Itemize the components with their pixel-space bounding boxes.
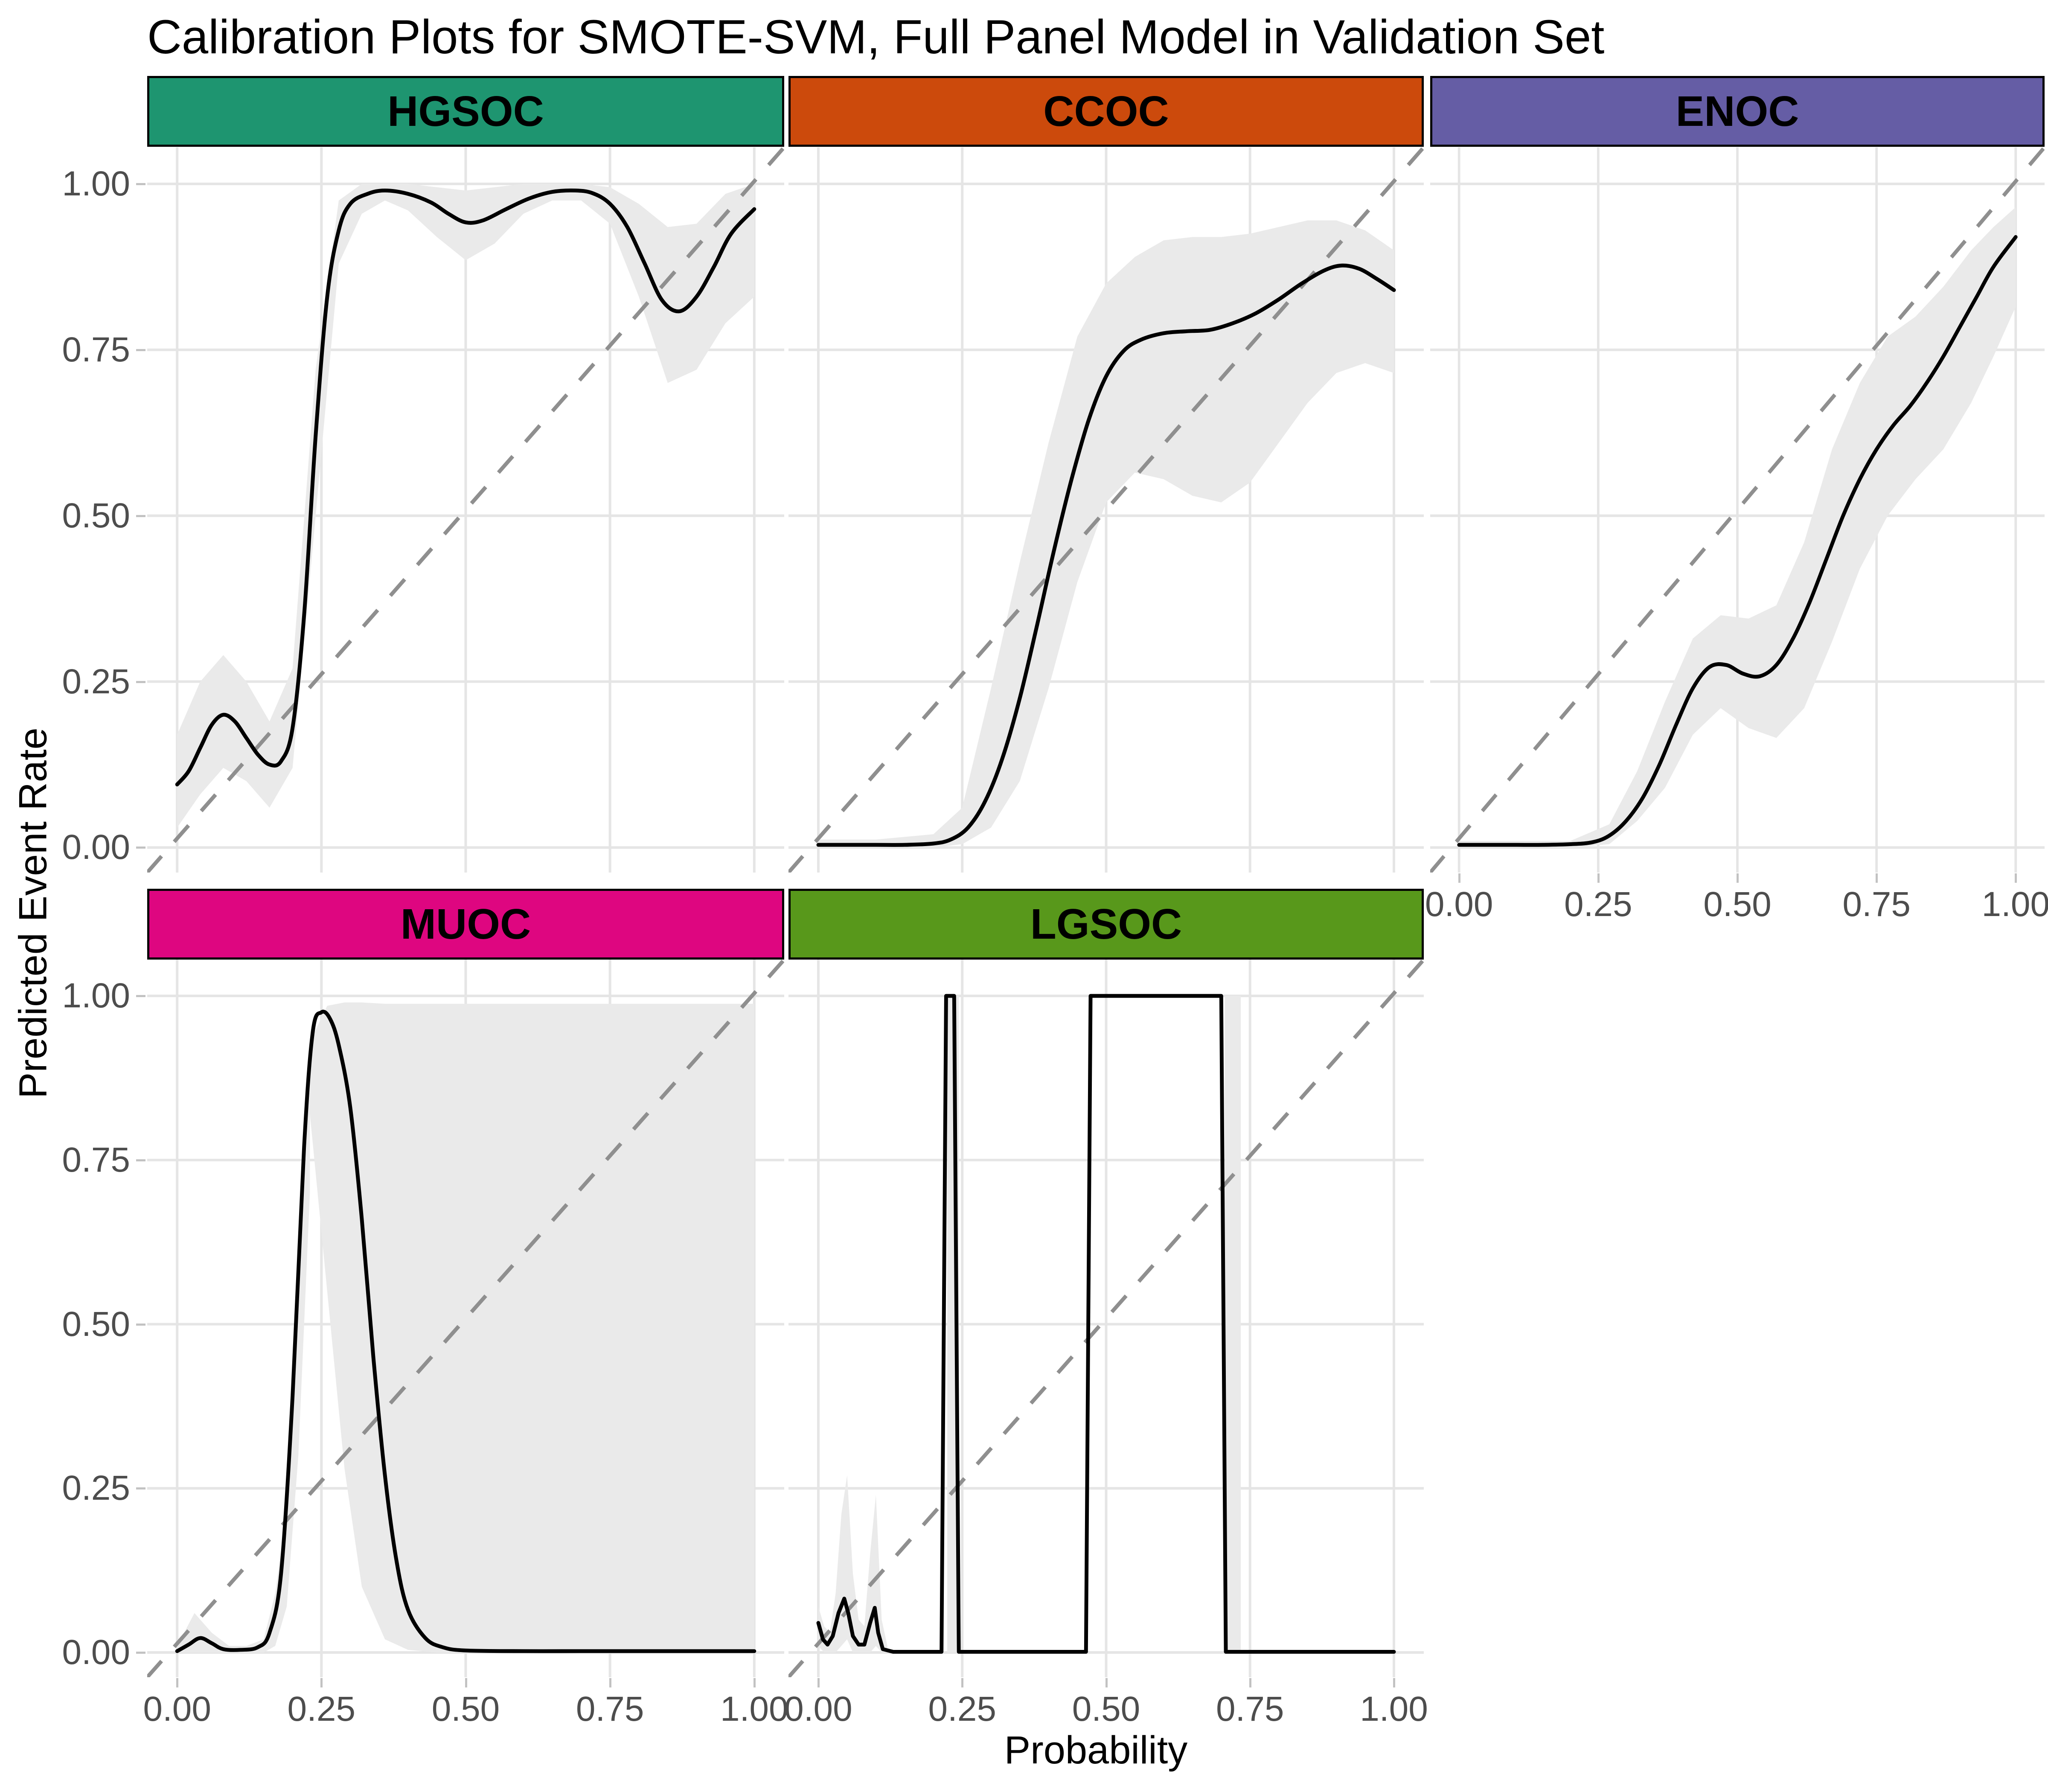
x-axis-title: Probability: [1004, 1728, 1188, 1772]
y-tick-mark: [136, 995, 145, 998]
x-tick-mark: [1876, 873, 1878, 883]
x-tick-label: 0.25: [1564, 885, 1632, 924]
x-tick-label: 0.75: [1842, 885, 1911, 924]
x-tick-label: 0.00: [784, 1690, 852, 1728]
y-tick-mark: [136, 183, 145, 186]
plot-title: Calibration Plots for SMOTE-SVM, Full Pa…: [147, 10, 1605, 64]
x-tick-label: 1.00: [720, 1690, 788, 1728]
panel-muoc-svg: [147, 960, 784, 1677]
x-tick-mark: [1737, 873, 1739, 883]
x-tick-mark: [465, 1678, 467, 1687]
y-tick-label: 0.25: [62, 662, 130, 701]
panel-hgsoc-svg: [147, 147, 784, 873]
y-tick-mark: [136, 1323, 145, 1326]
y-tick-label: 0.25: [62, 1469, 130, 1508]
x-tick-mark: [961, 1678, 964, 1687]
x-tick-label: 1.00: [1981, 885, 2048, 924]
y-tick-mark: [136, 847, 145, 849]
x-tick-mark: [1597, 873, 1600, 883]
panel-enoc: [1430, 147, 2045, 873]
x-tick-label: 0.50: [1703, 885, 1772, 924]
x-tick-label: 0.25: [928, 1690, 997, 1728]
x-tick-label: 0.50: [431, 1690, 500, 1728]
y-tick-label: 1.00: [62, 164, 130, 204]
panel-enoc-svg: [1430, 147, 2045, 873]
y-tick-mark: [136, 681, 145, 683]
x-tick-mark: [1105, 1678, 1108, 1687]
strip-lgsoc: LGSOC: [788, 889, 1424, 960]
y-axis-title: Predicted Event Rate: [11, 727, 55, 1099]
x-tick-mark: [2015, 873, 2017, 883]
x-tick-label: 0.50: [1072, 1690, 1140, 1728]
x-tick-mark: [817, 1678, 820, 1687]
x-tick-mark: [1249, 1678, 1251, 1687]
y-tick-label: 0.50: [62, 496, 130, 535]
panel-lgsoc-svg: [788, 960, 1424, 1677]
strip-hgsoc: HGSOC: [147, 76, 784, 147]
strip-enoc: ENOC: [1430, 76, 2045, 147]
x-tick-label: 0.25: [287, 1690, 356, 1728]
panel-ccoc-svg: [788, 147, 1424, 873]
y-tick-mark: [136, 1159, 145, 1161]
x-tick-mark: [176, 1678, 179, 1687]
y-tick-mark: [136, 349, 145, 351]
x-tick-mark: [320, 1678, 323, 1687]
y-tick-label: 0.00: [62, 1632, 130, 1672]
y-tick-label: 1.00: [62, 976, 130, 1015]
panel-ccoc: [788, 147, 1424, 873]
y-tick-mark: [136, 1651, 145, 1654]
y-tick-label: 0.50: [62, 1304, 130, 1344]
y-tick-mark: [136, 515, 145, 517]
x-tick-label: 0.00: [143, 1690, 211, 1728]
x-tick-label: 0.75: [576, 1690, 644, 1728]
strip-muoc: MUOC: [147, 889, 784, 960]
y-tick-label: 0.00: [62, 828, 130, 867]
x-tick-mark: [1393, 1678, 1396, 1687]
x-tick-label: 1.00: [1360, 1690, 1428, 1728]
y-tick-label: 0.75: [62, 330, 130, 369]
y-tick-mark: [136, 1487, 145, 1490]
panel-muoc: [147, 960, 784, 1677]
x-tick-label: 0.00: [1425, 885, 1493, 924]
panel-hgsoc: [147, 147, 784, 873]
strip-ccoc: CCOC: [788, 76, 1424, 147]
x-tick-mark: [753, 1678, 756, 1687]
x-tick-mark: [609, 1678, 611, 1687]
panel-lgsoc: [788, 960, 1424, 1677]
y-tick-label: 0.75: [62, 1140, 130, 1179]
x-tick-mark: [1458, 873, 1460, 883]
x-tick-label: 0.75: [1216, 1690, 1284, 1728]
